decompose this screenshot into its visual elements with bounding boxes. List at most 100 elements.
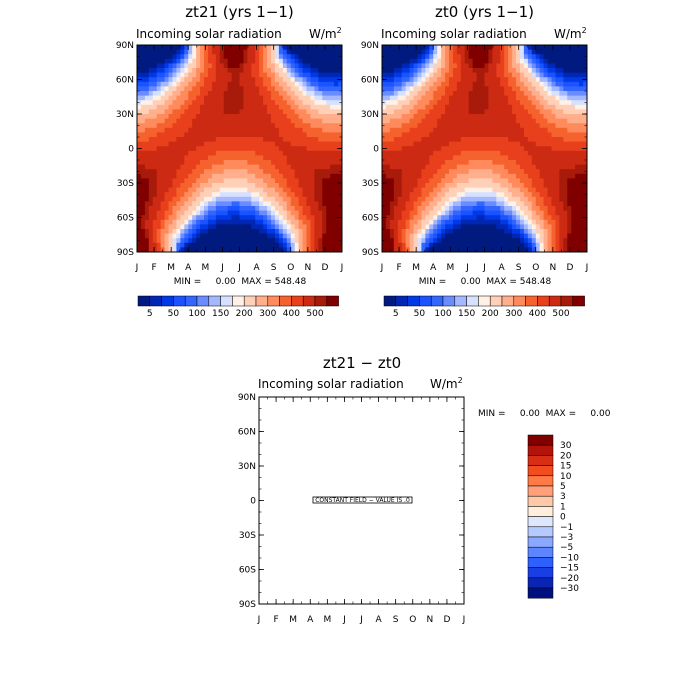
heatmap-cell — [425, 77, 430, 83]
heatmap-cell — [239, 247, 245, 252]
heatmap-cell — [464, 183, 470, 189]
heatmap-cell — [480, 114, 486, 120]
heatmap-cell — [200, 137, 205, 143]
heatmap-cell — [259, 72, 264, 78]
heatmap-cell — [176, 127, 181, 133]
heatmap-cell — [215, 247, 221, 252]
heatmap-cell — [472, 63, 478, 69]
heatmap-cell — [180, 238, 185, 244]
heatmap-cell — [239, 123, 245, 129]
heatmap-cell — [326, 192, 331, 198]
heatmap-cell — [433, 63, 438, 69]
heatmap-cell — [294, 72, 300, 78]
heatmap-cell — [200, 109, 205, 115]
heatmap-cell — [476, 219, 482, 225]
heatmap-cell — [445, 95, 450, 101]
heatmap-cell — [298, 242, 304, 248]
heatmap-cell — [144, 127, 150, 133]
heatmap-cell — [176, 86, 181, 92]
heatmap-cell — [322, 238, 327, 244]
heatmap-cell — [211, 187, 217, 193]
heatmap-cell — [496, 77, 501, 83]
heatmap-cell — [527, 178, 533, 184]
heatmap-cell — [322, 132, 327, 138]
heatmap-cell — [492, 81, 497, 87]
heatmap-cell — [480, 169, 486, 175]
heatmap-cell — [168, 132, 174, 138]
heatmap-cell — [531, 187, 537, 193]
heatmap-cell — [215, 127, 221, 133]
heatmap-cell — [310, 86, 315, 92]
heatmap-cell — [445, 192, 450, 198]
heatmap-cell — [274, 210, 280, 216]
heatmap-cell — [449, 77, 454, 83]
heatmap-cell — [476, 196, 482, 202]
heatmap-cell — [152, 109, 158, 115]
heatmap-cell — [547, 45, 553, 51]
heatmap-cell — [326, 63, 331, 69]
heatmap-cell — [527, 201, 533, 207]
heatmap-cell — [298, 63, 304, 69]
heatmap-cell — [172, 233, 178, 239]
heatmap-cell — [286, 86, 292, 92]
heatmap-cell — [243, 104, 248, 110]
heatmap-cell — [215, 49, 221, 55]
heatmap-cell — [211, 49, 217, 55]
heatmap-cell — [547, 146, 553, 152]
heatmap-cell — [298, 77, 304, 83]
heatmap-cell — [464, 206, 470, 212]
heatmap-cell — [196, 187, 201, 193]
heatmap-cell — [480, 233, 486, 239]
heatmap-cell — [389, 72, 395, 78]
heatmap-cell — [278, 201, 284, 207]
heatmap-cell — [464, 81, 470, 87]
heatmap-cell — [255, 173, 260, 179]
heatmap-cell — [504, 114, 509, 120]
heatmap-cell — [338, 45, 342, 51]
heatmap-cell — [188, 238, 193, 244]
heatmap-cell — [401, 238, 407, 244]
heatmap-cell — [559, 118, 564, 124]
heatmap-cell — [152, 91, 158, 97]
heatmap-cell — [152, 192, 158, 198]
heatmap-cell — [227, 123, 233, 129]
heatmap-cell — [318, 210, 323, 216]
heatmap-cell — [401, 137, 407, 143]
heatmap-cell — [385, 150, 391, 156]
heatmap-cell — [464, 127, 470, 133]
heatmap-cell — [274, 86, 280, 92]
heatmap-cell — [211, 210, 217, 216]
heatmap-cell — [547, 233, 553, 239]
heatmap-cell — [508, 164, 513, 170]
units-label: W/m2 — [554, 26, 587, 41]
heatmap-cell — [452, 183, 458, 189]
heatmap-cell — [160, 229, 166, 235]
heatmap-cell — [211, 127, 217, 133]
heatmap-cell — [567, 146, 572, 152]
heatmap-cell — [148, 141, 154, 147]
heatmap-cell — [274, 229, 280, 235]
heatmap-cell — [425, 224, 430, 230]
heatmap-cell — [235, 233, 241, 239]
heatmap-cell — [310, 141, 315, 147]
heatmap-cell — [441, 118, 446, 124]
heatmap-cell — [433, 137, 438, 143]
heatmap-cell — [539, 219, 545, 225]
heatmap-cell — [243, 58, 248, 64]
heatmap-cell — [196, 68, 201, 74]
heatmap-cell — [255, 160, 260, 166]
heatmap-cell — [555, 146, 560, 152]
heatmap-cell — [160, 178, 166, 184]
heatmap-cell — [330, 49, 335, 55]
heatmap-cell — [223, 95, 229, 101]
heatmap-cell — [156, 146, 162, 152]
heatmap-cell — [389, 247, 395, 252]
heatmap-cell — [449, 150, 454, 156]
colorbar-swatch — [291, 295, 304, 307]
heatmap-cell — [207, 63, 213, 69]
heatmap-cell — [172, 196, 178, 202]
heatmap-cell — [278, 109, 284, 115]
heatmap-cell — [523, 91, 529, 97]
heatmap-cell — [571, 210, 576, 216]
heatmap-cell — [551, 215, 557, 221]
